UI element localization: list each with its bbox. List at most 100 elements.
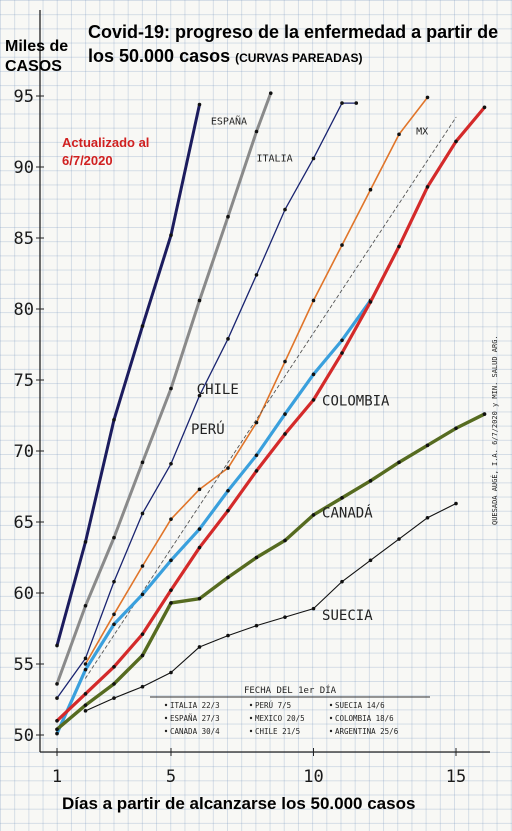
data-point-per <box>340 243 344 247</box>
data-point-suecia <box>454 501 458 506</box>
data-point-argentina <box>169 588 173 592</box>
data-point-per <box>140 564 145 568</box>
series-label-espaa: ESPAÑA <box>211 114 247 127</box>
data-point-canad <box>254 555 259 560</box>
data-point-italia <box>226 214 230 219</box>
data-point-colombia <box>283 412 287 416</box>
series-line-canad <box>55 412 487 732</box>
data-point-canad <box>197 596 202 601</box>
data-point-per <box>226 466 230 470</box>
data-point-argentina <box>368 300 373 304</box>
data-point-per <box>397 132 401 137</box>
series-line-espaa <box>55 103 201 648</box>
data-point-espaa <box>197 102 202 107</box>
legend-entry: ARGENTINA 25/6 <box>335 727 399 736</box>
data-point-colombia <box>254 453 259 458</box>
legend-bullet <box>329 703 333 707</box>
data-point-espaa <box>83 540 88 544</box>
data-point-colombia <box>112 622 116 627</box>
data-point-italia <box>254 129 259 134</box>
data-point-colombia <box>140 592 145 597</box>
data-point-chile <box>169 461 173 466</box>
data-point-canad <box>311 513 316 517</box>
data-point-canad <box>55 727 59 732</box>
data-point-argentina <box>454 139 458 144</box>
legend-bullet <box>249 716 253 720</box>
data-point-chile <box>254 273 259 277</box>
series-line-chile <box>56 102 357 699</box>
data-point-chile <box>83 656 88 661</box>
data-point-suecia <box>169 670 173 675</box>
data-point-argentina <box>140 632 145 636</box>
data-point-canad <box>454 426 458 431</box>
data-point-canad <box>140 653 145 658</box>
data-point-per <box>169 517 173 521</box>
data-point-italia <box>83 603 88 608</box>
data-point-canad <box>425 443 430 448</box>
data-point-italia <box>55 682 59 686</box>
data-point-canad <box>340 496 344 500</box>
series-label-mx: MX <box>416 126 428 137</box>
y-tick-label: 50 <box>14 726 34 746</box>
legend-entry: ITALIA 22/3 <box>170 701 220 710</box>
data-point-suecia <box>340 579 344 584</box>
legend-bullet <box>164 703 168 707</box>
data-point-canad <box>169 601 173 605</box>
legend-bullet <box>249 729 253 733</box>
data-point-per <box>112 612 116 617</box>
legend-entry: SUECIA 14/6 <box>335 701 385 710</box>
legend-bullet <box>164 716 168 720</box>
legend-box: FECHA DEL 1er DÍA ITALIA 22/3 PERÚ 7/5 SUEC… <box>150 684 430 736</box>
data-point-colombia <box>197 527 202 531</box>
data-point-suecia <box>140 684 145 689</box>
data-point-espaa <box>169 233 173 237</box>
data-point-argentina <box>112 665 116 669</box>
series-labels: ESPAÑA ITALIA MX CHILE PERÚ COLOMBIA CANADÁ SUE… <box>191 114 428 624</box>
data-point-colombia <box>83 667 88 672</box>
data-point-suecia <box>368 558 373 563</box>
data-point-suecia <box>112 696 116 700</box>
data-point-chile <box>226 337 230 341</box>
data-point-chile <box>340 101 344 105</box>
data-point-argentina <box>425 185 430 189</box>
legend-entry: ESPAÑA 27/3 <box>170 714 220 723</box>
y-axis-label: Miles de CASOS <box>5 38 69 75</box>
series-label-italia: ITALIA <box>257 153 293 164</box>
data-point-argentina <box>283 432 287 436</box>
legend-entry: PERÚ 7/5 <box>255 701 291 710</box>
data-point-suecia <box>397 537 401 541</box>
series-label-suecia: SUECIA <box>322 608 373 624</box>
data-point-canad <box>482 412 487 416</box>
data-point-suecia <box>311 606 316 611</box>
data-point-per <box>283 359 287 364</box>
data-point-espaa <box>55 643 59 648</box>
data-point-argentina <box>83 692 88 696</box>
data-point-espaa <box>140 324 145 328</box>
series-line-per <box>84 96 429 665</box>
data-point-suecia <box>197 645 202 649</box>
data-point-argentina <box>397 244 401 249</box>
data-point-chile <box>140 511 145 516</box>
data-point-colombia <box>340 338 344 343</box>
data-point-chile <box>311 156 316 161</box>
y-tick-label: 85 <box>14 229 34 249</box>
data-point-argentina <box>482 105 487 110</box>
y-tick-label: 90 <box>14 158 34 178</box>
data-point-per <box>254 420 259 425</box>
data-point-canad <box>397 460 401 465</box>
chart-title-note: (CURVAS PAREADAS) <box>235 51 363 65</box>
data-point-per <box>425 95 430 100</box>
chart-title-main: Covid-19: progreso de la enfermedad a pa… <box>88 22 499 66</box>
legend-entry: MEXICO 20/5 <box>255 714 305 723</box>
data-point-canad <box>226 575 230 580</box>
data-point-suecia <box>283 615 287 619</box>
series-line-argentina <box>55 105 487 723</box>
x-tick-label: 5 <box>166 767 176 787</box>
series-line-suecia <box>84 502 457 712</box>
legend-bullet <box>329 716 333 720</box>
series-line-colombia <box>55 298 373 736</box>
x-axis-label: Días a partir de alcanzarse los 50.000 c… <box>62 794 416 813</box>
data-point-colombia <box>55 731 59 736</box>
data-point-per <box>311 298 316 303</box>
